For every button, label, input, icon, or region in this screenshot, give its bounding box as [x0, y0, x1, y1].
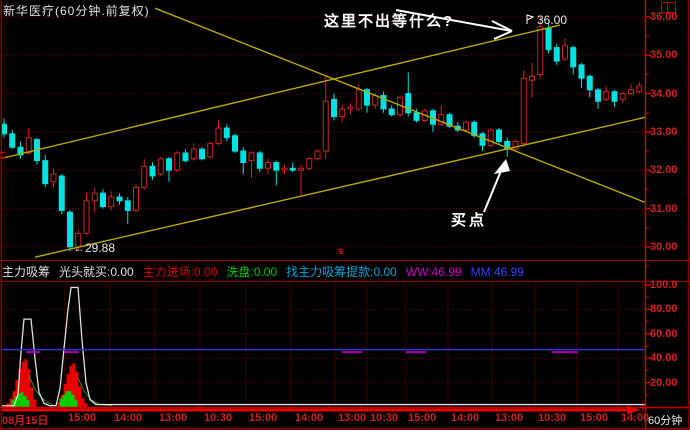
price-axis-label: 32.00 — [650, 164, 678, 177]
price-axis-label: 34.00 — [650, 87, 678, 100]
chart-title: 新华医疗(60分钟.前复权) — [3, 4, 150, 18]
price-axis-label: 35.00 — [650, 49, 678, 62]
indicator-field: WW:46.99 — [405, 265, 462, 279]
indicator-field: 找主力吸筹提款:0.00 — [286, 265, 397, 279]
indicator-header: 主力吸筹 光头就买:0.00 主力进场:0.00 洗盘:0.00 找主力吸筹提款:0.0… — [2, 263, 533, 280]
indicator-name: 主力吸筹 — [2, 265, 51, 279]
annotation-low-price: ←29.88 — [73, 241, 116, 255]
time-axis-label: 15:00 — [580, 412, 609, 424]
time-axis-label: 10:30 — [370, 412, 399, 424]
window-icon[interactable] — [661, 2, 676, 13]
marker-glyph: s — [338, 246, 344, 257]
price-axis-label: 31.00 — [650, 202, 678, 215]
period-label[interactable]: 60分钟 — [648, 415, 683, 427]
time-axis-label: 14:00 — [451, 412, 480, 424]
time-axis-label: 10:30 — [204, 412, 233, 424]
indicator-axis-label: 40.00 — [650, 352, 678, 365]
price-axis-label: 30.00 — [650, 240, 678, 253]
indicator-axis-label: 20.00 — [650, 376, 678, 389]
indicator-field: 洗盘:0.00 — [226, 265, 278, 279]
indicator-field: 光头就买:0.00 — [59, 265, 134, 279]
price-axis-label: 33.00 — [650, 125, 678, 138]
time-axis-label: 14:00 — [621, 412, 650, 424]
time-axis-label: 15:00 — [249, 412, 278, 424]
time-axis-label: 10:30 — [538, 412, 567, 424]
indicator-field: 主力进场:0.00 — [142, 265, 218, 279]
time-axis: 08月15日 15:00 14:00 13:00 10:30 15:00 14:00 13:0… — [0, 412, 690, 430]
indicator-axis-label: 100.0 — [650, 279, 678, 291]
annotation-buy-label: 买点 — [451, 212, 488, 229]
time-axis-label: 14:00 — [114, 412, 143, 424]
time-axis-label: 13:00 — [495, 412, 524, 424]
time-axis-label: 15:00 — [408, 412, 437, 424]
time-axis-label: 14:00 — [295, 412, 324, 424]
indicator-field: MM:46.99 — [470, 265, 524, 279]
price-axis-label: 36.00 — [650, 11, 678, 23]
annotation-peak-price: 36.00 — [537, 13, 568, 27]
time-axis-label: 08月15日 — [2, 415, 49, 427]
indicator-axis-label: 80.00 — [650, 303, 678, 316]
time-axis-label: 15:00 — [68, 412, 97, 424]
time-axis-label: 13:00 — [338, 412, 367, 424]
time-axis-label: 13:00 — [159, 412, 188, 424]
annotation-exit-note: 这里不出等什么? — [324, 13, 455, 30]
indicator-axis-label: 60.00 — [650, 327, 678, 340]
